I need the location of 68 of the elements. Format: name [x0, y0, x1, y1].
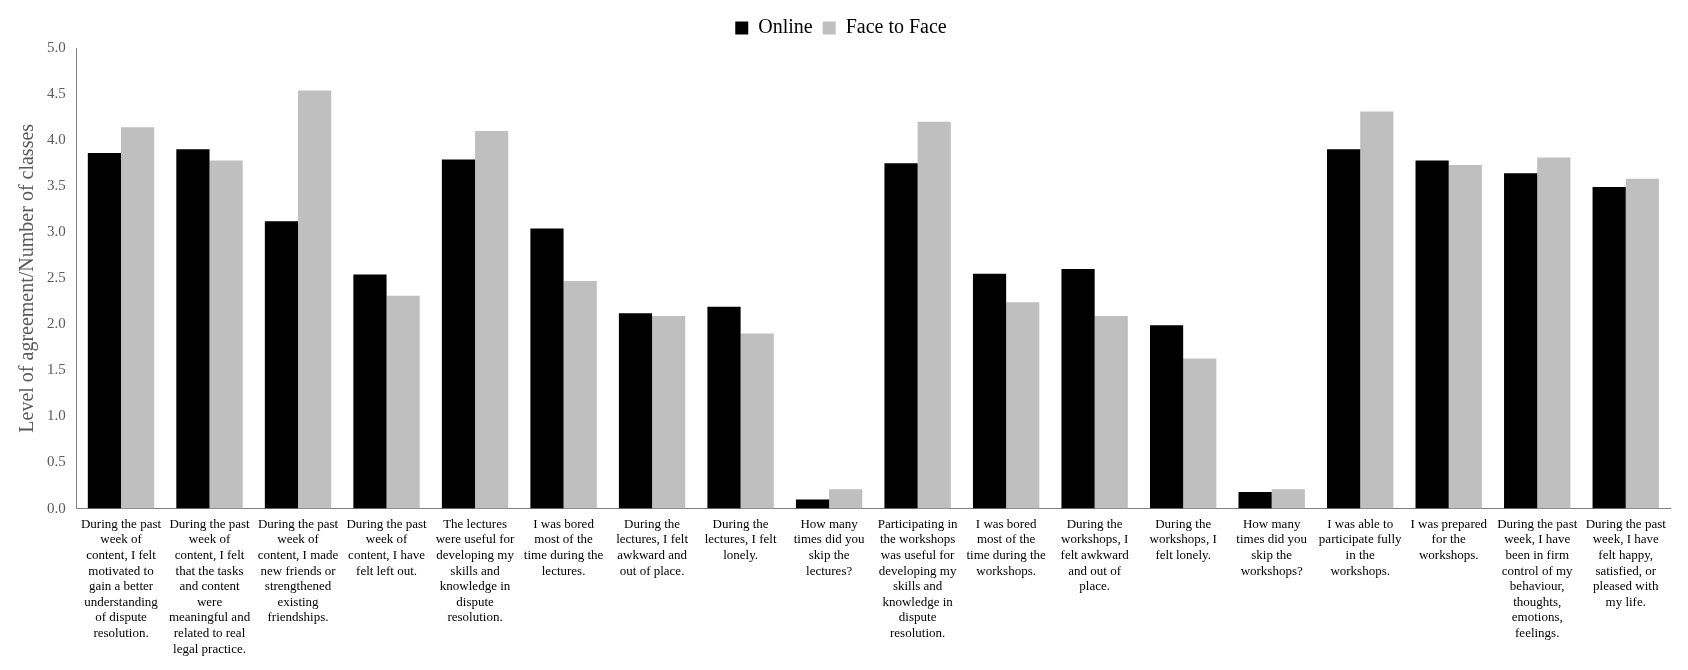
y-tick-label: 1.0 [47, 407, 66, 424]
bar [707, 306, 741, 509]
bar [1149, 325, 1184, 509]
y-tick-label: 4.0 [47, 131, 66, 148]
bar [1415, 160, 1449, 509]
y-tick-label: 3.5 [47, 177, 66, 194]
bar [917, 121, 951, 509]
y-axis-title: Level of agreement/Number of classes [15, 123, 39, 433]
bar [1006, 302, 1040, 509]
bar [1094, 316, 1128, 509]
bar [1238, 492, 1272, 509]
y-tick-label: 5.0 [47, 38, 66, 55]
x-tick-label: During the lectures, I felt lonely. [704, 515, 777, 563]
x-tick-label: Participating in the workshops was useful for developing my skills and knowledge in dispute resolution. [877, 515, 959, 641]
y-tick-label: 1.5 [47, 361, 66, 378]
bar [563, 281, 597, 509]
x-tick-label: During the lectures, I felt awkward and out of place. [616, 515, 689, 578]
x-tick-label: I was prepared for the workshops. [1410, 515, 1488, 563]
bar [1271, 489, 1305, 509]
bar [121, 127, 155, 509]
bar [618, 313, 653, 509]
bar [386, 295, 420, 509]
legend-label: Online [758, 15, 813, 38]
bar [176, 149, 210, 509]
bar [1592, 187, 1626, 509]
x-tick-label: During the past week of content, I have felt left out. [346, 515, 428, 578]
y-tick-label: 4.5 [47, 85, 66, 101]
y-tick-label: 2.5 [47, 269, 66, 286]
bar [884, 163, 918, 509]
x-tick-label: The lectures were useful for developing my skills and knowledge in dispute resolution. [435, 515, 516, 625]
bar [1183, 358, 1217, 509]
bar [264, 221, 299, 509]
y-tick-label: 2.0 [47, 315, 66, 332]
x-tick-label: During the past week of content, I made new friends or strengthened existing friendships. [257, 515, 339, 625]
bar [972, 273, 1007, 509]
x-tick-label: How many times did you skip the lectures? [793, 515, 865, 578]
x-tick-label: I was bored most of the time during the lectures. [523, 515, 604, 578]
bar [209, 160, 243, 509]
y-tick-label: 0.0 [47, 499, 66, 516]
bar [530, 228, 564, 509]
x-tick-label: During the past week, I have been in firm control of my behaviour, thoughts, emotions, feelings. [1497, 515, 1578, 641]
bar [87, 153, 122, 509]
bar [441, 159, 476, 509]
x-tick-label: I was able to participate fully in the workshops. [1318, 515, 1403, 578]
bar [1061, 269, 1095, 509]
bar [1537, 157, 1571, 509]
y-tick-label: 0.5 [47, 453, 66, 470]
bar [652, 316, 686, 509]
x-tick-label: During the workshops, I felt awkward and out of place. [1060, 515, 1130, 594]
category-label: During the past week of content, I felt that the tasks and content were meaningful and related to real legal practice. [168, 515, 251, 656]
x-tick-label: During the workshops, I felt lonely. [1149, 515, 1217, 563]
bar [1625, 178, 1659, 509]
bar [829, 489, 863, 509]
bar [1504, 173, 1538, 509]
bar [475, 130, 509, 509]
x-tick-label: During the past week of content, I felt motivated to gain a better understanding of dispute resolution. [80, 515, 162, 641]
bar [740, 333, 774, 509]
bar [1327, 149, 1361, 509]
y-tick-label: 3.0 [47, 223, 66, 240]
bar [298, 90, 332, 509]
bar [795, 499, 830, 509]
x-tick-label: How many times did you skip the workshops? [1236, 515, 1308, 578]
x-tick-label: During the past week, I have felt happy, satisfied, or pleased with my life. [1585, 515, 1667, 609]
bar [1448, 164, 1482, 509]
bar [1360, 111, 1394, 509]
bar [353, 274, 387, 509]
legend-label: Face to Face [845, 15, 947, 38]
x-tick-label: I was bored most of the time during the workshops. [966, 515, 1047, 578]
